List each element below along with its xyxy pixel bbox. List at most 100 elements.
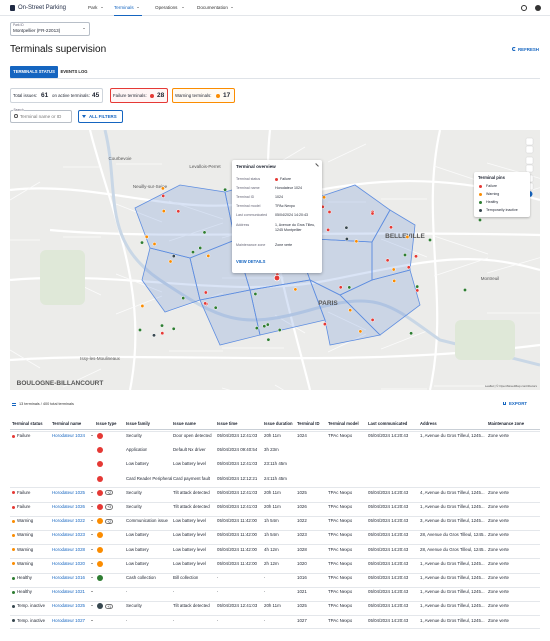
export-button[interactable]: EXPORT [509, 400, 528, 406]
popup-field-value: 1, Avenue du Gros Tilleu, 1245 Montpelli… [275, 223, 316, 232]
cell: Bill collection [173, 575, 199, 580]
map-pin [160, 186, 165, 191]
map-control [525, 164, 534, 173]
expand-caret[interactable] [91, 562, 93, 564]
filters-label[interactable]: ALL FILTERS [89, 113, 117, 119]
map-street [168, 200, 224, 220]
cell: 05/04/2024 12:41:03 [217, 504, 258, 509]
expand-caret[interactable] [91, 520, 93, 522]
nav-caret [137, 7, 139, 8]
expand-caret[interactable] [91, 506, 93, 507]
column-header[interactable]: Terminal status [12, 421, 43, 426]
terminal-name[interactable]: Horodateur 1024 [52, 433, 85, 438]
tab[interactable]: TERMINALS STATUS [13, 69, 55, 74]
nav-item[interactable]: Park [88, 5, 98, 10]
terminal-name[interactable]: Horodateur 1028 [52, 546, 85, 552]
popup-field-value: Zone verte [275, 243, 293, 247]
map-road [428, 130, 442, 390]
map-river [103, 130, 540, 367]
map-street [327, 311, 367, 331]
terminal-name[interactable]: Horodateur 1020 [52, 560, 85, 566]
column-header[interactable]: Issue name [173, 421, 196, 426]
column-header[interactable]: Terminal name [52, 421, 82, 426]
expand-caret[interactable] [91, 591, 93, 593]
status-dot [12, 505, 15, 509]
expand-caret[interactable] [91, 605, 93, 607]
icon-user[interactable] [535, 5, 541, 11]
icon-help[interactable] [521, 5, 527, 11]
cell: 05/04/2024 09:40:54 [217, 447, 258, 453]
cell: Low battery level [173, 461, 206, 467]
nav-item[interactable]: Documentation [197, 5, 228, 10]
cell: TPAc Nexpo [328, 504, 353, 509]
expand-caret[interactable] [91, 548, 93, 550]
column-header[interactable]: Terminal ID [297, 421, 320, 426]
search-box[interactable] [10, 110, 72, 123]
cell: Security [126, 489, 142, 495]
cell: Communication issue [126, 518, 168, 524]
issue-badge: +3 [105, 504, 114, 510]
cell: - [217, 589, 219, 595]
cell: 20h 11m [264, 433, 281, 438]
map-pin [203, 290, 208, 295]
expand-caret[interactable] [91, 577, 93, 578]
cell: 1026 [297, 504, 307, 509]
column-header[interactable]: Issue type [96, 421, 117, 426]
cell: 1, Avenue du Gros Tilleul, 1245... [420, 560, 485, 566]
popup-action[interactable]: VIEW DETAILS [236, 259, 266, 264]
map-pin [389, 225, 393, 230]
cell: TPAc Nexpo [328, 603, 353, 609]
column-header[interactable]: Address [420, 421, 437, 426]
map-street [10, 181, 41, 201]
legend-dot [479, 200, 483, 205]
cell: TPAc Nexpo [328, 546, 353, 552]
cell: Zone verte [488, 489, 509, 495]
map-pin [347, 285, 352, 290]
cell: 1, Avenue du Gros Tilleul, 1245... [420, 589, 485, 595]
filters-button[interactable] [78, 110, 123, 123]
terminal-name[interactable]: Horodateur 1025 [52, 603, 85, 609]
map-pin [223, 187, 228, 192]
map-pin [405, 235, 410, 239]
nav-caret [231, 7, 233, 8]
column-header[interactable]: Terminal model [328, 421, 359, 426]
cell: 1h 54m [264, 518, 279, 524]
expand-caret[interactable] [91, 534, 93, 536]
column-header[interactable]: Maintenance zone [488, 421, 525, 426]
terminal-name[interactable]: Horodateur 1022 [52, 518, 85, 524]
refresh-button[interactable]: REFRESH [518, 46, 539, 52]
nav-item[interactable]: Terminals [114, 5, 134, 10]
stat-dot [216, 93, 220, 98]
legend-dot [479, 192, 483, 197]
terminal-name[interactable]: Horodateur 1026 [52, 504, 85, 509]
map-pin [265, 322, 270, 327]
cell: Low battery level [173, 532, 206, 538]
column-header[interactable]: Issue duration [264, 421, 293, 426]
tab[interactable]: EVENTS LOG [60, 69, 88, 74]
terminal-name[interactable]: Horodateur 1016 [52, 575, 85, 580]
map-pin [191, 250, 195, 255]
map-pin [160, 331, 165, 336]
map-road [10, 258, 540, 289]
column-header[interactable]: Issue family [126, 421, 150, 426]
park-select[interactable] [10, 22, 90, 36]
nav-item[interactable]: Operations [155, 5, 178, 10]
map-attribution: Leaflet | © OpenStreetMap contributors [485, 384, 538, 388]
terminal-name[interactable]: Horodateur 1021 [52, 589, 85, 595]
expand-caret[interactable] [91, 491, 93, 493]
issue-icon [97, 447, 103, 454]
expand-caret[interactable] [91, 435, 93, 436]
column-header[interactable]: Last communicated [368, 421, 408, 426]
cell: Low battery level [173, 560, 206, 566]
terminal-name[interactable]: Horodateur 1023 [52, 532, 85, 538]
expand-caret[interactable] [91, 619, 93, 621]
map[interactable]: Courbevoie Neuilly-sur-Seine Levallois-Per… [10, 130, 540, 390]
map-pin [385, 258, 390, 263]
tab-active [10, 66, 58, 78]
terminal-name[interactable]: Horodateur 1027 [52, 617, 85, 623]
column-header[interactable]: Issue time [217, 421, 238, 426]
cell: 20h 11m [264, 504, 281, 509]
cell: 05/04/2024 14:20:43 [368, 532, 409, 538]
map-place-label: Courbevoie [108, 156, 132, 161]
terminal-name[interactable]: Horodateur 1025 [52, 489, 85, 495]
